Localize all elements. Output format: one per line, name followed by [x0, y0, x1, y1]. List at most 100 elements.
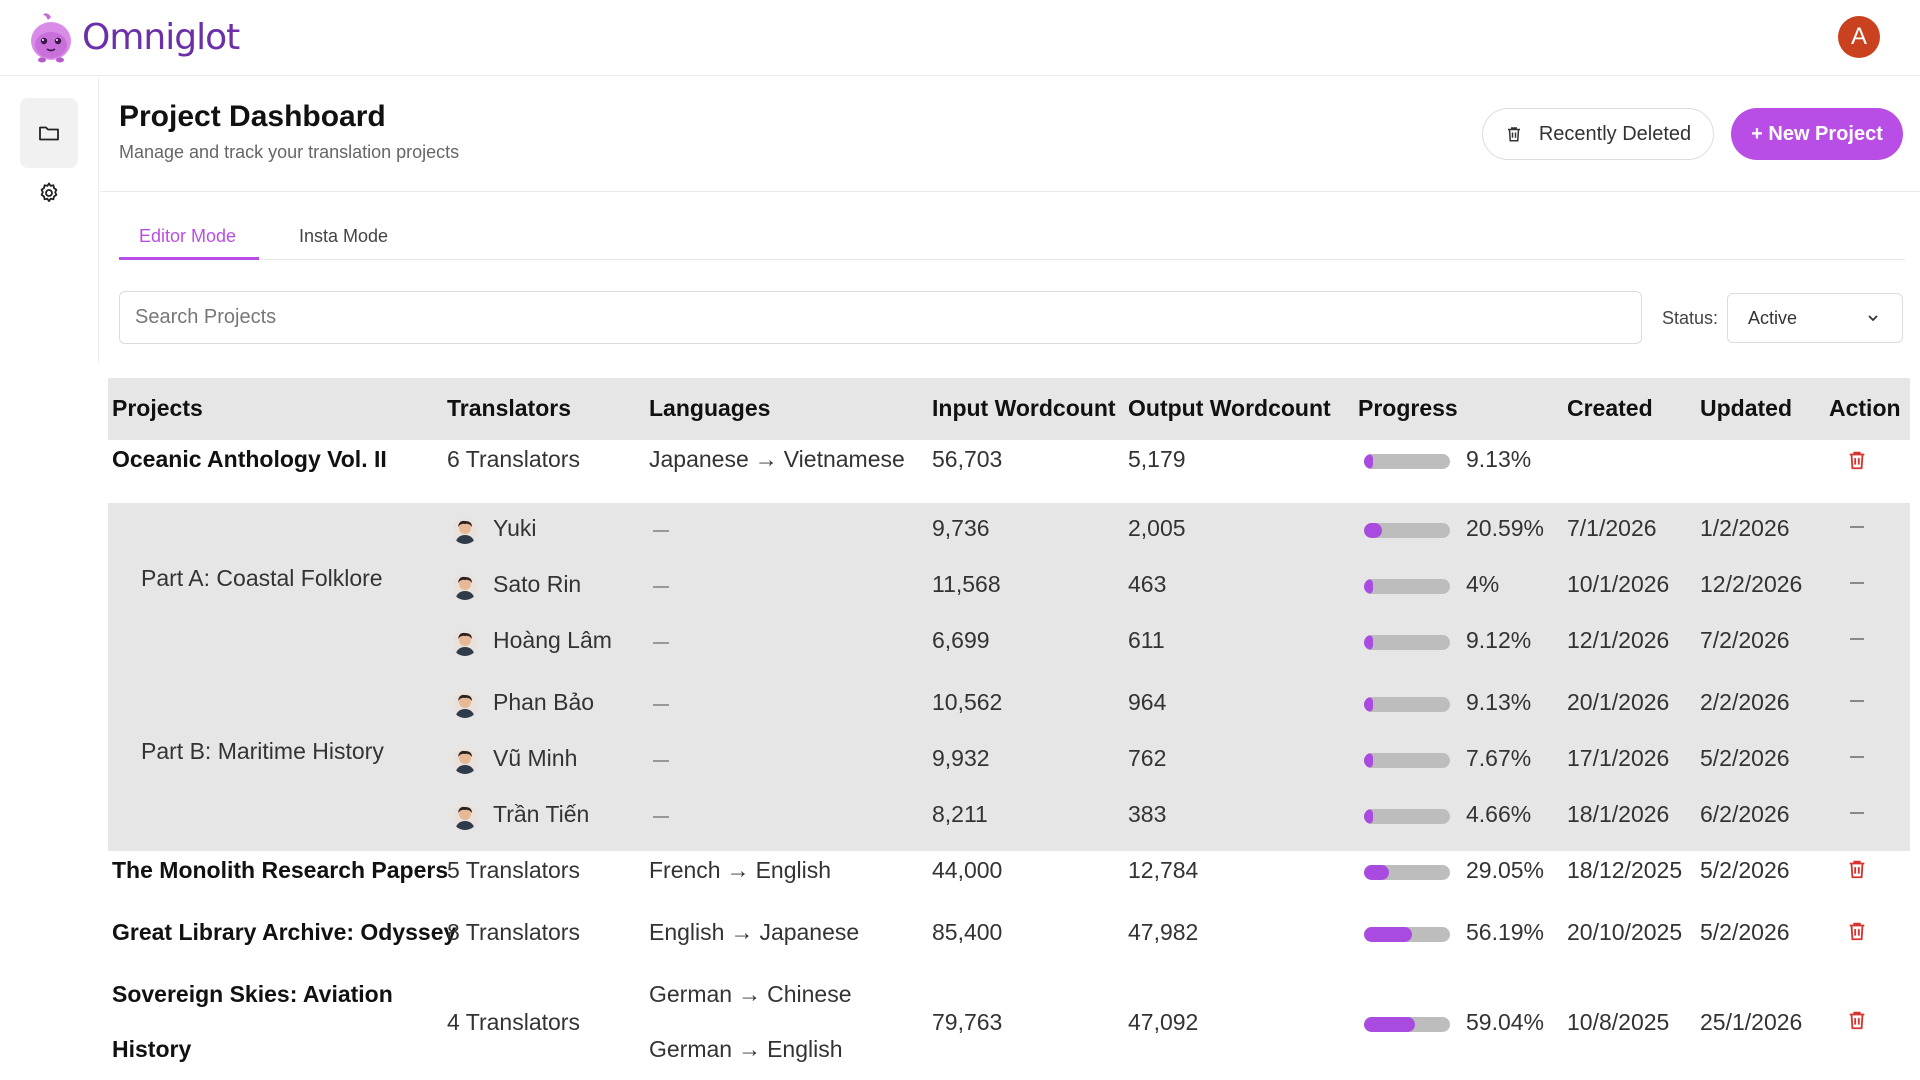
app-logo[interactable]: Omniglot [28, 11, 240, 63]
output-wordcount: 2,005 [1128, 515, 1186, 541]
trash-icon[interactable] [1846, 920, 1868, 942]
translator-name[interactable]: Trần Tiến [493, 801, 590, 827]
empty-language-dash [653, 816, 669, 818]
column-header[interactable]: Action [1829, 395, 1901, 421]
progress-percent: 20.59% [1466, 515, 1545, 541]
no-action-dash [1850, 812, 1864, 814]
progress-bar [1364, 753, 1450, 768]
translator-count: 6 Translators [447, 446, 580, 472]
page-subtitle: Manage and track your translation projec… [119, 142, 460, 162]
column-header[interactable]: Input Wordcount [932, 395, 1116, 421]
recently-deleted-button[interactable]: Recently Deleted [1482, 108, 1714, 160]
progress-fill [1364, 635, 1374, 650]
output-wordcount: 611 [1128, 627, 1165, 653]
input-wordcount: 9,932 [932, 745, 990, 771]
empty-language-dash [653, 642, 669, 644]
translator-name[interactable]: Phan Bảo [493, 689, 595, 715]
arrow-right-icon: → [726, 857, 750, 883]
progress-percent: 29.05% [1466, 857, 1545, 883]
translator-name[interactable]: Vũ Minh [493, 745, 578, 771]
part-name[interactable]: Part B: Maritime History [141, 738, 384, 764]
project-name-continued[interactable]: History [112, 1036, 192, 1062]
trash-icon [1507, 127, 1520, 142]
input-wordcount: 8,211 [932, 801, 988, 827]
created-date: 20/1/2026 [1567, 689, 1670, 715]
project-name[interactable]: Oceanic Anthology Vol. II [112, 446, 387, 472]
status-select[interactable]: Active [1727, 293, 1903, 343]
translator-name[interactable]: Hoàng Lâm [493, 627, 612, 653]
progress-percent: 59.04% [1466, 1009, 1545, 1035]
translator-avatar [452, 630, 478, 656]
progress-fill [1364, 753, 1374, 768]
tab-editor-mode[interactable]: Editor Mode [139, 226, 237, 246]
progress-percent: 9.13% [1466, 689, 1532, 715]
progress-bar [1364, 697, 1450, 712]
no-action-dash [1850, 582, 1864, 584]
target-language: English [767, 1036, 843, 1062]
column-header[interactable]: Languages [649, 395, 771, 421]
sidebar-item-settings[interactable] [20, 169, 78, 217]
translator-avatar [452, 518, 478, 544]
created-date: 12/1/2026 [1567, 627, 1670, 653]
translator-name[interactable]: Sato Rin [493, 571, 582, 597]
column-header[interactable]: Projects [112, 395, 203, 421]
sidebar-item-projects[interactable] [20, 98, 78, 168]
created-date: 10/1/2026 [1567, 571, 1670, 597]
created-date: 7/1/2026 [1567, 515, 1657, 541]
target-language: Chinese [767, 981, 852, 1007]
project-name[interactable]: Great Library Archive: Odyssey [112, 919, 457, 945]
trash-icon[interactable] [1846, 858, 1868, 880]
translator-avatar [452, 748, 478, 774]
progress-fill [1364, 579, 1374, 594]
sidebar [0, 77, 99, 362]
translator-avatar [452, 692, 478, 718]
progress-bar [1364, 865, 1450, 880]
updated-date: 5/2/2026 [1700, 745, 1790, 771]
progress-fill [1364, 523, 1382, 538]
translator-name[interactable]: Yuki [493, 515, 537, 541]
page-title: Project Dashboard [119, 100, 386, 133]
column-header[interactable]: Output Wordcount [1128, 395, 1331, 421]
updated-date: 5/2/2026 [1700, 919, 1790, 945]
empty-language-dash [653, 704, 669, 706]
output-wordcount: 762 [1128, 745, 1167, 771]
progress-bar [1364, 523, 1450, 538]
new-project-button[interactable]: + New Project [1731, 108, 1903, 160]
language-pair: German → English [649, 1036, 843, 1063]
column-header[interactable]: Progress [1358, 395, 1458, 421]
part-name[interactable]: Part A: Coastal Folklore [141, 565, 383, 591]
output-wordcount: 463 [1128, 571, 1167, 597]
table-header: Projects Translators Languages Input Wor… [108, 378, 1910, 440]
output-wordcount: 964 [1128, 689, 1167, 715]
search-input[interactable] [119, 291, 1642, 344]
no-action-dash [1850, 526, 1864, 528]
trash-icon[interactable] [1846, 449, 1868, 471]
progress-fill [1364, 454, 1374, 469]
arrow-right-icon: → [754, 446, 778, 472]
progress-bar [1364, 454, 1450, 469]
omniglot-mascot-icon [31, 13, 71, 63]
tab-insta-mode[interactable]: Insta Mode [299, 226, 389, 246]
input-wordcount: 6,699 [932, 627, 990, 653]
progress-bar [1364, 809, 1450, 824]
no-action-dash [1850, 756, 1864, 758]
translator-count: 8 Translators [447, 919, 580, 945]
progress-percent: 9.12% [1466, 627, 1532, 653]
translator-avatar [452, 574, 478, 600]
column-header[interactable]: Updated [1700, 395, 1792, 421]
arrow-right-icon: → [738, 1036, 762, 1062]
progress-fill [1364, 697, 1374, 712]
updated-date: 5/2/2026 [1700, 857, 1790, 883]
project-name[interactable]: Sovereign Skies: Aviation [112, 981, 393, 1007]
progress-bar [1364, 927, 1450, 942]
project-name[interactable]: The Monolith Research Papers [112, 857, 449, 883]
translator-count: 4 Translators [447, 1009, 580, 1035]
translator-count: 5 Translators [447, 857, 580, 883]
trash-icon[interactable] [1846, 1009, 1868, 1031]
target-language: English [755, 857, 832, 883]
column-header[interactable]: Created [1567, 395, 1653, 421]
user-avatar[interactable]: A [1838, 16, 1880, 58]
column-header[interactable]: Translators [447, 395, 571, 421]
updated-date: 1/2/2026 [1700, 515, 1790, 541]
created-date: 20/10/2025 [1567, 919, 1683, 945]
